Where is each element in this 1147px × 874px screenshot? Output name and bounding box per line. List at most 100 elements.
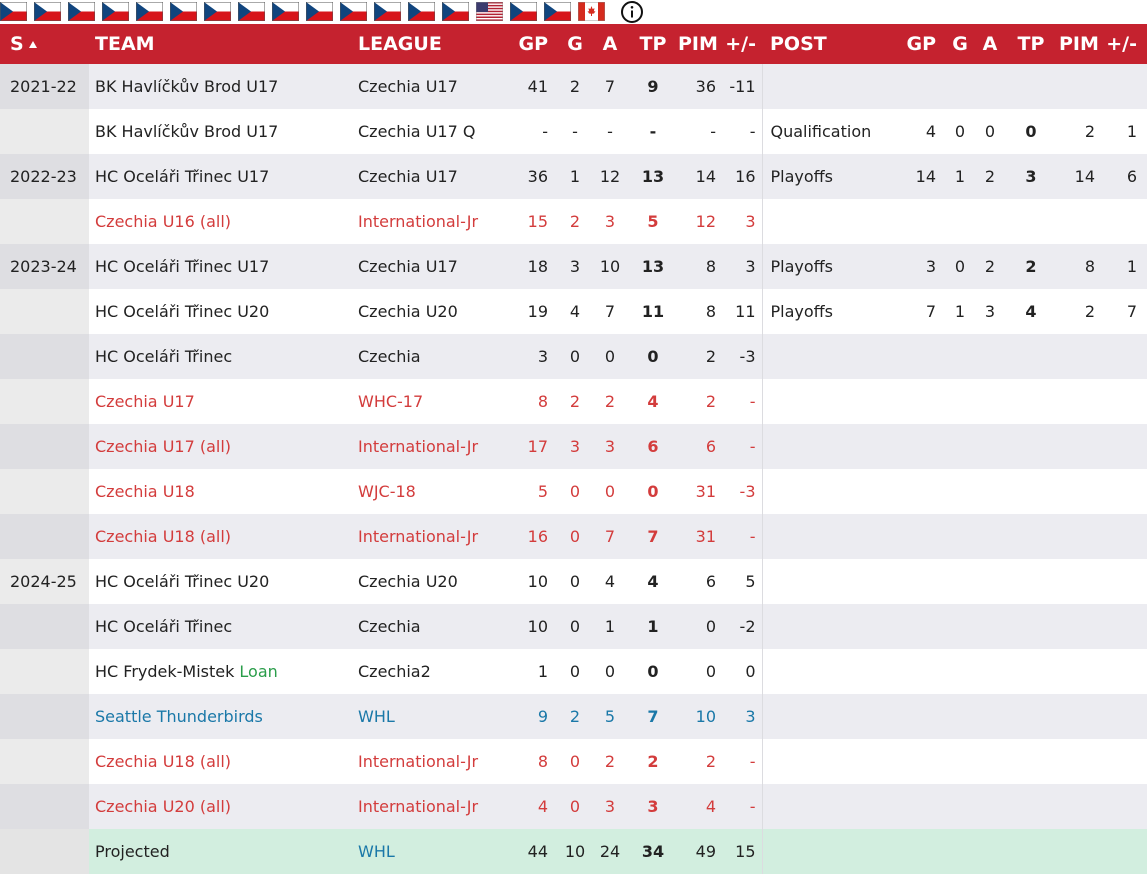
- league-cell[interactable]: Czechia2: [358, 662, 431, 681]
- team-cell: BK Havlíčkův Brod U17: [89, 109, 352, 154]
- team-name[interactable]: HC Frydek-Mistek: [95, 662, 235, 681]
- team-name[interactable]: HC Oceláři Třinec: [95, 347, 233, 366]
- league-cell[interactable]: Czechia U17 Q: [358, 122, 476, 141]
- flag: [544, 2, 571, 21]
- league-cell[interactable]: International-Jr: [358, 212, 479, 231]
- team-name[interactable]: HC Oceláři Třinec: [95, 617, 233, 636]
- column-header[interactable]: A: [977, 24, 1003, 64]
- header-text[interactable]: TEAM: [95, 33, 155, 55]
- column-header[interactable]: GP: [504, 24, 558, 64]
- header-text[interactable]: LEAGUE: [358, 33, 442, 55]
- team-name[interactable]: BK Havlíčkův Brod U17: [95, 122, 279, 141]
- league-cell[interactable]: International-Jr: [358, 527, 479, 546]
- goals-cell: 3: [569, 257, 581, 276]
- post-goals-cell: [943, 604, 977, 649]
- post-assists-cell: [977, 829, 1003, 874]
- column-header[interactable]: A: [592, 24, 628, 64]
- team-name[interactable]: Czechia U17: [95, 392, 195, 411]
- column-header[interactable]: S: [0, 24, 89, 64]
- plus-minus-cell: -3: [739, 482, 756, 501]
- team-name[interactable]: Czechia U18 (all): [95, 752, 232, 771]
- total-points-cell: 0: [647, 662, 659, 681]
- plus-minus-cell: 5: [745, 572, 756, 591]
- flag: [272, 2, 299, 21]
- post-penalty-minutes-cell: [1059, 739, 1099, 784]
- header-text[interactable]: A: [982, 33, 998, 55]
- league-cell[interactable]: WJC-18: [358, 482, 416, 501]
- header-text[interactable]: TP: [1017, 33, 1045, 55]
- column-header[interactable]: TEAM: [89, 24, 352, 64]
- season-cell: [0, 334, 89, 379]
- team-name[interactable]: Czechia U18: [95, 482, 195, 501]
- league-cell[interactable]: Czechia U20: [358, 302, 458, 321]
- column-header[interactable]: +/-: [720, 24, 762, 64]
- column-header[interactable]: G: [943, 24, 977, 64]
- team-cell: HC Oceláři Třinec U20: [89, 559, 352, 604]
- header-text[interactable]: G: [567, 33, 583, 55]
- header-text[interactable]: A: [602, 33, 618, 55]
- team-name[interactable]: Czechia U18 (all): [95, 527, 232, 546]
- total-points-cell: 9: [647, 77, 659, 96]
- league-cell[interactable]: Czechia U17: [358, 167, 458, 186]
- column-header[interactable]: PIM: [1059, 24, 1099, 64]
- post-plus-minus-cell: [1099, 559, 1147, 604]
- post-goals-cell: [943, 739, 977, 784]
- column-header[interactable]: G: [558, 24, 592, 64]
- games-played-cell: -: [542, 122, 548, 141]
- season-cell: 2023-24: [0, 244, 89, 289]
- league-cell[interactable]: Czechia: [358, 617, 421, 636]
- column-header[interactable]: LEAGUE: [352, 24, 504, 64]
- team-name[interactable]: Projected: [95, 842, 170, 861]
- assists-cell: 0: [604, 662, 616, 681]
- league-cell[interactable]: International-Jr: [358, 797, 479, 816]
- team-name[interactable]: HC Oceláři Třinec U20: [95, 572, 270, 591]
- team-name[interactable]: BK Havlíčkův Brod U17: [95, 77, 279, 96]
- league-cell[interactable]: Czechia U20: [358, 572, 458, 591]
- penalty-minutes-cell: 2: [705, 752, 716, 771]
- header-text[interactable]: G: [952, 33, 968, 55]
- league-cell[interactable]: WHL: [358, 842, 395, 861]
- team-name[interactable]: Seattle Thunderbirds: [95, 707, 263, 726]
- league-cell[interactable]: International-Jr: [358, 437, 479, 456]
- post-total-points-cell: [1003, 694, 1059, 739]
- row: BK Havlíčkův Brod U17 Czechia U17 Q - - - - - -…: [0, 109, 1147, 154]
- header-text[interactable]: TP: [639, 33, 667, 55]
- header-text[interactable]: PIM: [678, 33, 718, 55]
- column-header[interactable]: GP: [900, 24, 943, 64]
- team-name[interactable]: Czechia U20 (all): [95, 797, 232, 816]
- team-name[interactable]: Czechia U16 (all): [95, 212, 232, 231]
- header-text[interactable]: PIM: [1059, 33, 1099, 55]
- league-cell[interactable]: Czechia U17: [358, 77, 458, 96]
- sort-icon[interactable]: [28, 39, 38, 49]
- league-cell[interactable]: Czechia: [358, 347, 421, 366]
- games-played-cell: 4: [537, 797, 548, 816]
- season-cell: [0, 379, 89, 424]
- post-games-played-cell: [900, 604, 943, 649]
- team-name[interactable]: HC Oceláři Třinec U20: [95, 302, 270, 321]
- column-header[interactable]: PIM: [678, 24, 720, 64]
- post-total-points-cell: [1003, 334, 1059, 379]
- column-header[interactable]: TP: [1003, 24, 1059, 64]
- row: Czechia U18 WJC-18 5 0 0 0 31 -3: [0, 469, 1147, 514]
- header-text[interactable]: GP: [518, 33, 548, 55]
- team-cell: BK Havlíčkův Brod U17: [89, 64, 352, 109]
- header-text[interactable]: +/-: [725, 33, 756, 55]
- info-icon[interactable]: [620, 0, 644, 24]
- league-cell[interactable]: WHC-17: [358, 392, 424, 411]
- league-cell[interactable]: WHL: [358, 707, 395, 726]
- column-header[interactable]: +/-: [1099, 24, 1147, 64]
- league-cell[interactable]: Czechia U17: [358, 257, 458, 276]
- post-total-points-cell: [1003, 649, 1059, 694]
- post-assists-cell: 2: [984, 167, 996, 186]
- team-name[interactable]: HC Oceláři Třinec U17: [95, 257, 270, 276]
- header-text[interactable]: GP: [906, 33, 936, 55]
- column-header[interactable]: POST: [762, 24, 900, 64]
- column-header[interactable]: TP: [628, 24, 678, 64]
- header-text[interactable]: +/-: [1106, 33, 1137, 55]
- team-name[interactable]: HC Oceláři Třinec U17: [95, 167, 270, 186]
- team-name[interactable]: Czechia U17 (all): [95, 437, 232, 456]
- penalty-minutes-cell: 49: [695, 842, 716, 861]
- header-text[interactable]: POST: [770, 33, 827, 55]
- header-text[interactable]: S: [10, 33, 24, 55]
- league-cell[interactable]: International-Jr: [358, 752, 479, 771]
